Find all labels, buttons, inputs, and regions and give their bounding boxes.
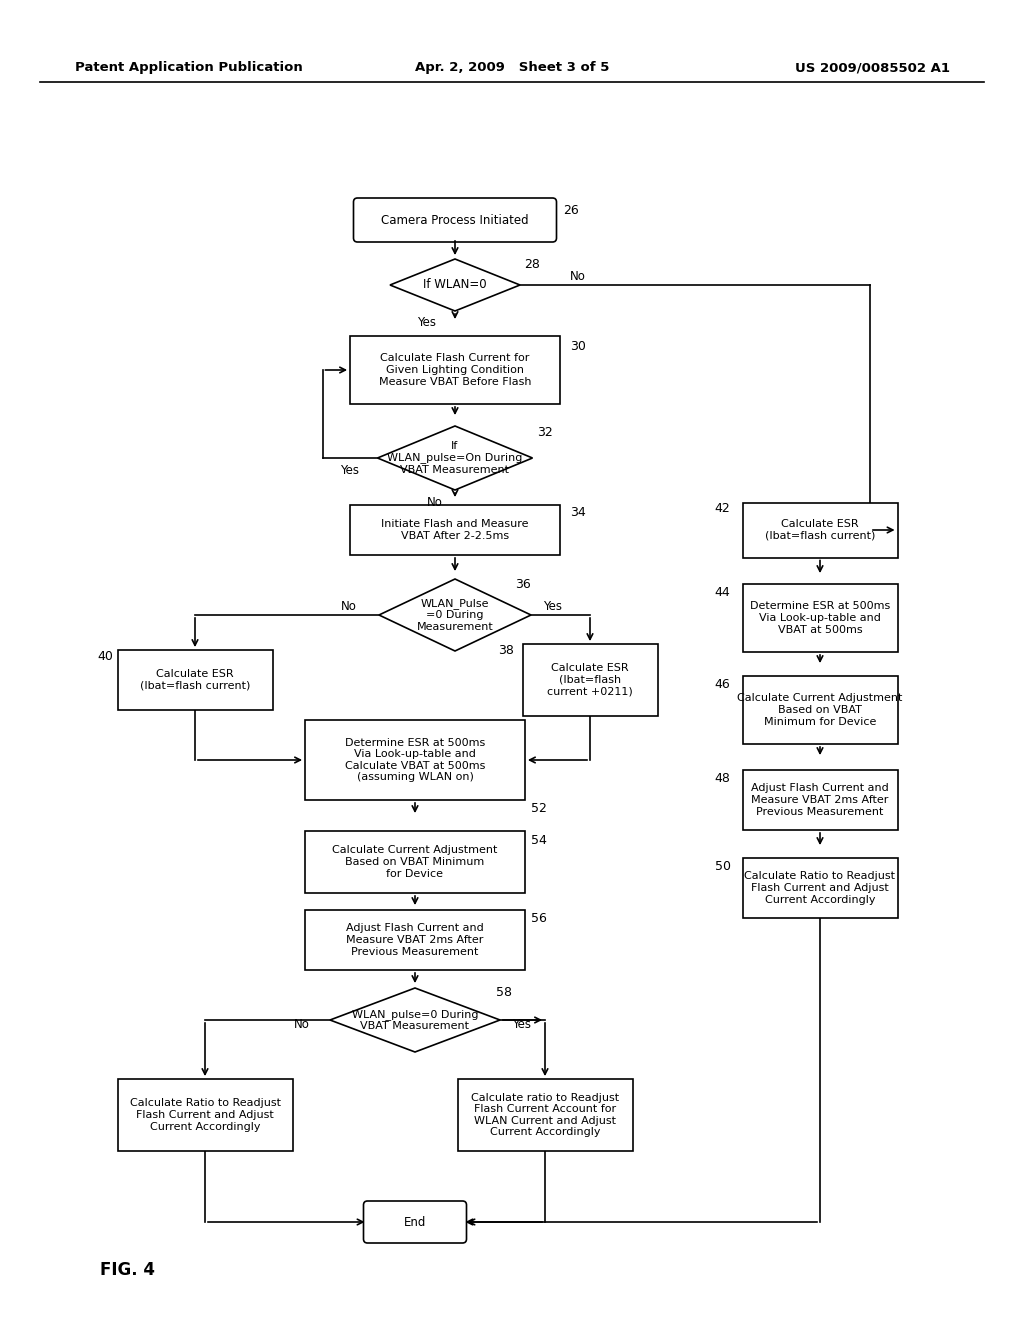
- Text: No: No: [341, 601, 357, 614]
- Text: Determine ESR at 500ms
Via Look-up-table and
VBAT at 500ms: Determine ESR at 500ms Via Look-up-table…: [750, 602, 890, 635]
- Bar: [742, 503, 897, 557]
- Bar: [742, 770, 897, 830]
- Text: Calculate ESR
(Ibat=flash
current +0211): Calculate ESR (Ibat=flash current +0211): [547, 664, 633, 697]
- Bar: [305, 719, 525, 800]
- Text: No: No: [427, 495, 443, 508]
- Text: 48: 48: [715, 771, 730, 784]
- FancyBboxPatch shape: [364, 1201, 467, 1243]
- Text: Calculate Ratio to Readjust
Flash Current and Adjust
Current Accordingly: Calculate Ratio to Readjust Flash Curren…: [129, 1098, 281, 1131]
- Text: 40: 40: [97, 649, 114, 663]
- Polygon shape: [390, 259, 520, 312]
- Bar: [742, 858, 897, 917]
- Text: Yes: Yes: [340, 463, 359, 477]
- Bar: [350, 337, 560, 404]
- Bar: [305, 832, 525, 894]
- Polygon shape: [378, 426, 532, 490]
- Bar: [118, 1078, 293, 1151]
- Text: End: End: [403, 1216, 426, 1229]
- Text: No: No: [570, 271, 586, 284]
- Text: 46: 46: [715, 677, 730, 690]
- Text: FIG. 4: FIG. 4: [100, 1261, 155, 1279]
- Text: Yes: Yes: [512, 1018, 531, 1031]
- FancyBboxPatch shape: [353, 198, 556, 242]
- Text: 50: 50: [715, 859, 730, 873]
- Text: 32: 32: [537, 426, 552, 440]
- Text: If WLAN=0: If WLAN=0: [423, 279, 486, 292]
- Text: 56: 56: [531, 912, 547, 924]
- Polygon shape: [379, 579, 531, 651]
- Text: 34: 34: [570, 506, 586, 519]
- Bar: [742, 676, 897, 744]
- Text: 54: 54: [531, 833, 547, 846]
- Text: 28: 28: [524, 259, 540, 272]
- Text: WLAN_pulse=0 During
VBAT Measurement: WLAN_pulse=0 During VBAT Measurement: [352, 1008, 478, 1031]
- Bar: [118, 649, 272, 710]
- Text: 38: 38: [499, 644, 514, 656]
- Text: 52: 52: [531, 801, 547, 814]
- Text: 42: 42: [715, 502, 730, 515]
- Bar: [458, 1078, 633, 1151]
- Polygon shape: [330, 987, 500, 1052]
- Text: Yes: Yes: [418, 317, 436, 330]
- Bar: [305, 909, 525, 970]
- Text: Apr. 2, 2009   Sheet 3 of 5: Apr. 2, 2009 Sheet 3 of 5: [415, 62, 609, 74]
- Text: Yes: Yes: [544, 601, 562, 614]
- Text: 26: 26: [562, 203, 579, 216]
- Text: Calculate ESR
(Ibat=flash current): Calculate ESR (Ibat=flash current): [765, 519, 876, 541]
- Text: Patent Application Publication: Patent Application Publication: [75, 62, 303, 74]
- Bar: [350, 506, 560, 554]
- Text: Calculate Flash Current for
Given Lighting Condition
Measure VBAT Before Flash: Calculate Flash Current for Given Lighti…: [379, 354, 531, 387]
- Text: No: No: [294, 1018, 310, 1031]
- Text: Calculate Current Adjustment
Based on VBAT Minimum
for Device: Calculate Current Adjustment Based on VB…: [333, 845, 498, 879]
- Text: Calculate Ratio to Readjust
Flash Current and Adjust
Current Accordingly: Calculate Ratio to Readjust Flash Curren…: [744, 871, 896, 904]
- Text: Adjust Flash Current and
Measure VBAT 2ms After
Previous Measurement: Adjust Flash Current and Measure VBAT 2m…: [346, 924, 484, 957]
- Text: Calculate ESR
(Ibat=flash current): Calculate ESR (Ibat=flash current): [140, 669, 250, 690]
- Text: 30: 30: [570, 339, 586, 352]
- Text: US 2009/0085502 A1: US 2009/0085502 A1: [795, 62, 950, 74]
- Text: 36: 36: [515, 578, 530, 591]
- Text: Adjust Flash Current and
Measure VBAT 2ms After
Previous Measurement: Adjust Flash Current and Measure VBAT 2m…: [752, 783, 889, 817]
- Text: 58: 58: [496, 986, 512, 998]
- Text: Camera Process Initiated: Camera Process Initiated: [381, 214, 528, 227]
- Text: Calculate Current Adjustment
Based on VBAT
Minimum for Device: Calculate Current Adjustment Based on VB…: [737, 693, 903, 726]
- Text: WLAN_Pulse
=0 During
Measurement: WLAN_Pulse =0 During Measurement: [417, 598, 494, 632]
- Bar: [742, 583, 897, 652]
- Text: Initiate Flash and Measure
VBAT After 2-2.5ms: Initiate Flash and Measure VBAT After 2-…: [381, 519, 528, 541]
- Text: 44: 44: [715, 586, 730, 598]
- Bar: [522, 644, 657, 715]
- Text: Determine ESR at 500ms
Via Look-up-table and
Calculate VBAT at 500ms
(assuming W: Determine ESR at 500ms Via Look-up-table…: [345, 738, 485, 783]
- Text: Calculate ratio to Readjust
Flash Current Account for
WLAN Current and Adjust
Cu: Calculate ratio to Readjust Flash Curren…: [471, 1093, 620, 1138]
- Text: If
WLAN_pulse=On During
VBAT Measurement: If WLAN_pulse=On During VBAT Measurement: [387, 441, 522, 475]
